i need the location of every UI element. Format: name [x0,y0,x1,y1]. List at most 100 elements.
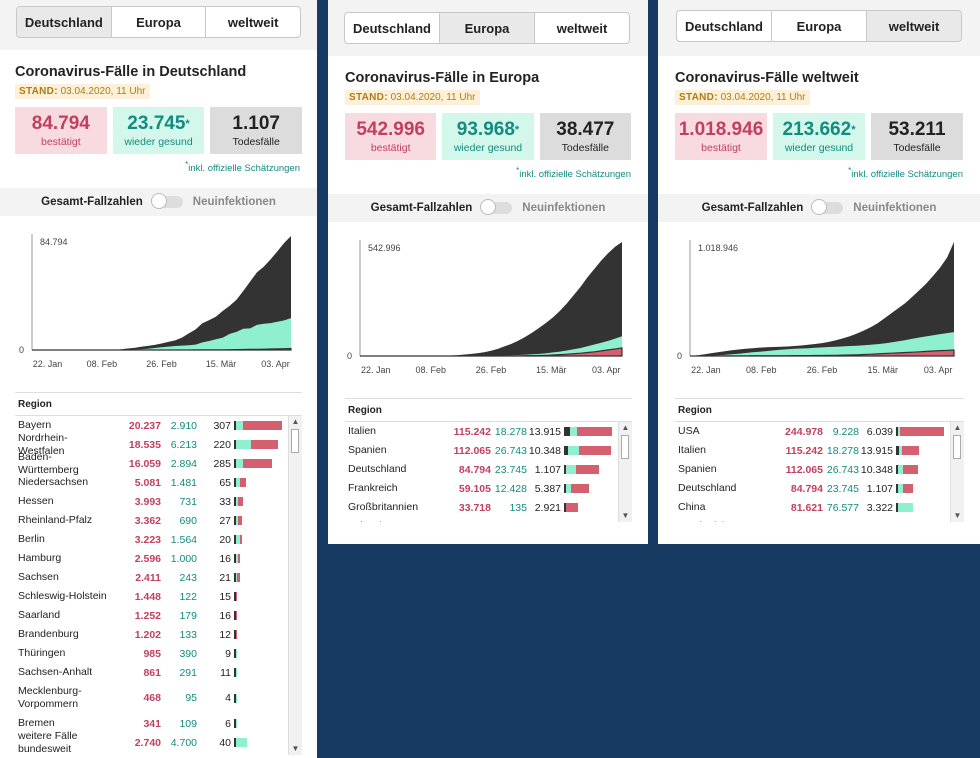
scroll-down-icon[interactable]: ▼ [953,511,962,521]
recovered-cell: 122 [179,590,197,603]
toggle-label-new[interactable]: Neuinfektionen [853,202,937,215]
scroll-down-icon[interactable]: ▼ [621,511,630,521]
toggle-label-new[interactable]: Neuinfektionen [522,202,606,215]
table-row[interactable]: Nordrhein-Westfalen 18.535 6.213 220 [15,432,302,457]
tab-europa[interactable]: Europa [772,11,867,41]
x-tick-label: 15. Mär [536,365,567,375]
y-max-label: 542.996 [368,243,401,253]
recovered-cell: 6.213 [170,438,197,451]
deaths-cell: 15 [219,590,231,603]
scroll-thumb[interactable] [291,429,299,454]
scroll-thumb[interactable] [953,435,961,460]
tab-europa[interactable]: Europa [112,7,207,37]
tab-weltweit[interactable]: weltweit [556,20,608,36]
area-deaths [690,242,954,357]
recovered-cell: 23.745 [826,482,859,495]
case-bar [234,535,286,545]
table-row[interactable]: Sachsen 2.411 243 21 [15,568,302,587]
table-row[interactable]: Rheinland-Pfalz 3.362 690 27 [15,511,302,530]
table-row[interactable]: Großbritannien 33.718 135 2.921 [345,498,632,517]
scroll-thumb[interactable] [621,435,629,460]
toggle-switch[interactable] [811,199,844,216]
table-row[interactable]: Hamburg 2.596 1.000 16 [15,549,302,568]
region-name: Hamburg [18,552,62,565]
table-row[interactable]: Italien 115.242 18.278 13.915 [345,422,632,441]
tab-deutschland[interactable]: Deutschland [677,11,772,41]
toggle-knob[interactable] [480,199,497,216]
scroll-up-icon[interactable]: ▲ [621,423,630,433]
confirmed-cell: 59.105 [771,521,823,523]
table-row[interactable]: Berlin 3.223 1.564 20 [15,530,302,549]
deaths-label: Todesfälle [893,142,941,154]
bar-confirmed [239,535,242,545]
recovered-cell: 109 [179,717,197,730]
recovered-box: 213.662* wieder gesund [773,113,865,160]
footnote-asterisk: * [848,166,852,175]
bar-confirmed [242,459,273,469]
table-row[interactable]: Mecklenburg-Vorpommern 468 95 4 [15,682,302,714]
table-row[interactable]: Spanien 112.065 26.743 10.348 [675,460,964,479]
stand-badge: STAND: 03.04.2020, 11 Uhr [675,90,810,105]
table-header-region: Region [675,399,964,423]
confirmed-label: bestätigt [370,142,411,154]
table-row[interactable]: weitere Fälle bundesweit 2.740 4.700 40 [15,730,302,755]
toggle-switch[interactable] [150,193,183,210]
toggle-label-total[interactable]: Gesamt-Fallzahlen [41,196,143,209]
table-row[interactable]: Spanien 112.065 26.743 10.348 [345,441,632,460]
region-name: Italien [678,444,707,457]
confirmed-cell: 1.202 [134,628,161,641]
confirmed-value: 84.794 [31,113,90,134]
table-row[interactable]: Hessen 3.993 731 33 [15,492,302,511]
toggle-switch[interactable] [480,199,513,216]
table-row[interactable]: Deutschland 84.794 23.745 1.107 [345,460,632,479]
table-row[interactable]: China 81.621 76.577 3.322 [675,498,964,517]
tab-deutschland[interactable]: Deutschland [345,13,440,43]
table-row[interactable]: Schweiz18.8274.013536 [345,517,632,522]
bar-deaths [564,503,566,513]
x-tick-label: 15. Mär [867,365,898,375]
scroll-down-icon[interactable]: ▼ [291,744,300,754]
bar-confirmed [236,611,237,621]
table-row[interactable]: Schleswig-Holstein 1.448 122 15 [15,587,302,606]
toggle-knob[interactable] [150,193,167,210]
table-row[interactable]: Niedersachsen 5.081 1.481 65 [15,473,302,492]
table-row[interactable]: Bayern 20.237 2.910 307 [15,416,302,435]
toggle-label-total[interactable]: Gesamt-Fallzahlen [701,202,804,215]
table-row[interactable]: Sachsen-Anhalt 861 291 11 [15,663,302,682]
bar-recovered [236,516,238,526]
table-scrollbar[interactable]: ▲ ▼ [950,422,964,523]
tab-weltweit[interactable]: weltweit [867,11,961,41]
table-scrollbar[interactable]: ▲ ▼ [618,422,632,523]
case-bar [896,465,948,475]
bar-recovered [236,421,243,431]
toggle-label-new[interactable]: Neuinfektionen [192,196,276,209]
scroll-up-icon[interactable]: ▲ [953,423,962,433]
table-row[interactable]: Saarland 1.252 179 16 [15,606,302,625]
estimate-footnote: *inkl. offizielle Schätzungen [328,166,631,180]
table-row[interactable]: Bremen 341 109 6 [15,714,302,733]
scroll-up-icon[interactable]: ▲ [291,417,300,427]
table-row[interactable]: Thüringen 985 390 9 [15,644,302,663]
stand-value: 03.04.2020, 11 Uhr [60,86,146,97]
recovered-cell: 4.013 [491,521,527,523]
tab-europa[interactable]: Europa [440,13,535,43]
deaths-cell: 2.921 [534,501,561,514]
table-scrollbar[interactable]: ▲ ▼ [288,416,302,756]
deaths-cell: 65 [219,476,231,489]
table-row[interactable]: Deutschland 84.794 23.745 1.107 [675,479,964,498]
table-row[interactable]: USA 244.978 9.228 6.039 [675,422,964,441]
tab-weltweit[interactable]: weltweit [227,14,279,30]
table-row[interactable]: Italien 115.242 18.278 13.915 [675,441,964,460]
table-row[interactable]: Baden-Württemberg 16.059 2.894 285 [15,451,302,476]
toggle-label-total[interactable]: Gesamt-Fallzahlen [370,202,473,215]
deaths-cell: 10.348 [860,463,893,476]
toggle-knob[interactable] [811,199,828,216]
region-name: Rheinland-Pfalz [18,514,93,527]
stats-row: 1.018.946 bestätigt 213.662* wieder gesu… [675,113,963,160]
tab-deutschland[interactable]: Deutschland [17,7,112,37]
table-row[interactable]: Brandenburg 1.202 133 12 [15,625,302,644]
region-name: Deutschland [678,482,737,495]
bar-confirmed [899,427,944,437]
